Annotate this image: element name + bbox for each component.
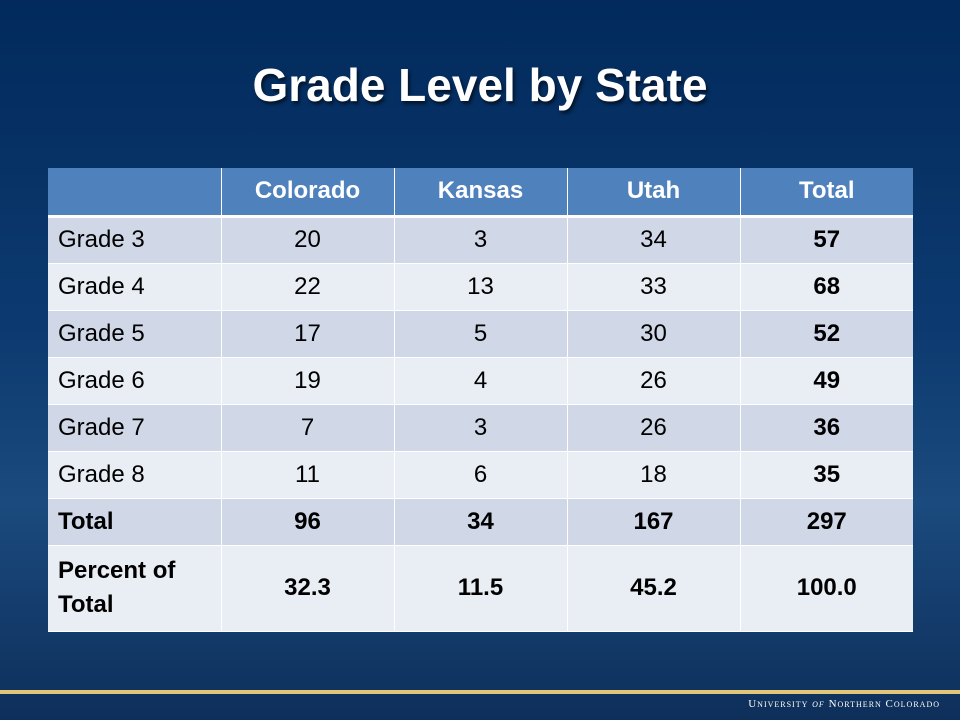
cell-colorado: 17 [221,310,395,358]
cell-kansas: 11.5 [394,545,568,632]
cell-total: 52 [740,310,913,358]
cell-total: 36 [740,404,913,452]
cell-kansas: 34 [394,498,568,546]
cell-colorado: 96 [221,498,395,546]
header-kansas: Kansas [394,168,568,218]
row-label: Grade 4 [48,263,222,311]
cell-kansas: 3 [394,404,568,452]
table-header-row: Colorado Kansas Utah Total [48,168,913,218]
cell-colorado: 7 [221,404,395,452]
cell-colorado: 22 [221,263,395,311]
cell-colorado: 20 [221,216,395,264]
total-row: Total 96 34 167 297 [48,498,913,546]
cell-colorado: 19 [221,357,395,405]
cell-total: 100.0 [740,545,913,632]
cell-kansas: 4 [394,357,568,405]
grade-level-table: Colorado Kansas Utah Total Grade 3 20 3 … [48,168,913,632]
footer-divider [0,690,960,694]
slide-title: Grade Level by State [252,59,708,111]
cell-total: 57 [740,216,913,264]
footer-name: Northern Colorado [828,698,940,710]
cell-utah: 45.2 [567,545,741,632]
header-total: Total [740,168,913,218]
header-utah: Utah [567,168,741,218]
cell-utah: 33 [567,263,741,311]
table-row: Grade 5 17 5 30 52 [48,310,913,358]
cell-colorado: 11 [221,451,395,499]
table-row: Grade 8 11 6 18 35 [48,451,913,499]
cell-utah: 30 [567,310,741,358]
footer-of: of [812,698,825,710]
row-label: Grade 7 [48,404,222,452]
cell-kansas: 5 [394,310,568,358]
row-label: Total [48,498,222,546]
cell-total: 35 [740,451,913,499]
cell-kansas: 6 [394,451,568,499]
cell-kansas: 3 [394,216,568,264]
cell-utah: 167 [567,498,741,546]
row-label: Grade 3 [48,216,222,264]
header-colorado: Colorado [221,168,395,218]
cell-utah: 18 [567,451,741,499]
cell-total: 297 [740,498,913,546]
cell-utah: 26 [567,404,741,452]
table-row: Grade 4 22 13 33 68 [48,263,913,311]
footer-wordmark: University of Northern Colorado [748,698,940,710]
cell-utah: 34 [567,216,741,264]
cell-total: 68 [740,263,913,311]
footer-university: University [748,698,809,710]
table-row: Grade 6 19 4 26 49 [48,357,913,405]
table-row: Grade 7 7 3 26 36 [48,404,913,452]
cell-kansas: 13 [394,263,568,311]
cell-total: 49 [740,357,913,405]
row-label: Grade 8 [48,451,222,499]
percent-row: Percent of Total 32.3 11.5 45.2 100.0 [48,545,913,632]
row-label: Grade 6 [48,357,222,405]
row-label: Grade 5 [48,310,222,358]
table-row: Grade 3 20 3 34 57 [48,216,913,264]
row-label: Percent of Total [48,545,222,632]
cell-colorado: 32.3 [221,545,395,632]
header-empty [48,168,222,218]
cell-utah: 26 [567,357,741,405]
